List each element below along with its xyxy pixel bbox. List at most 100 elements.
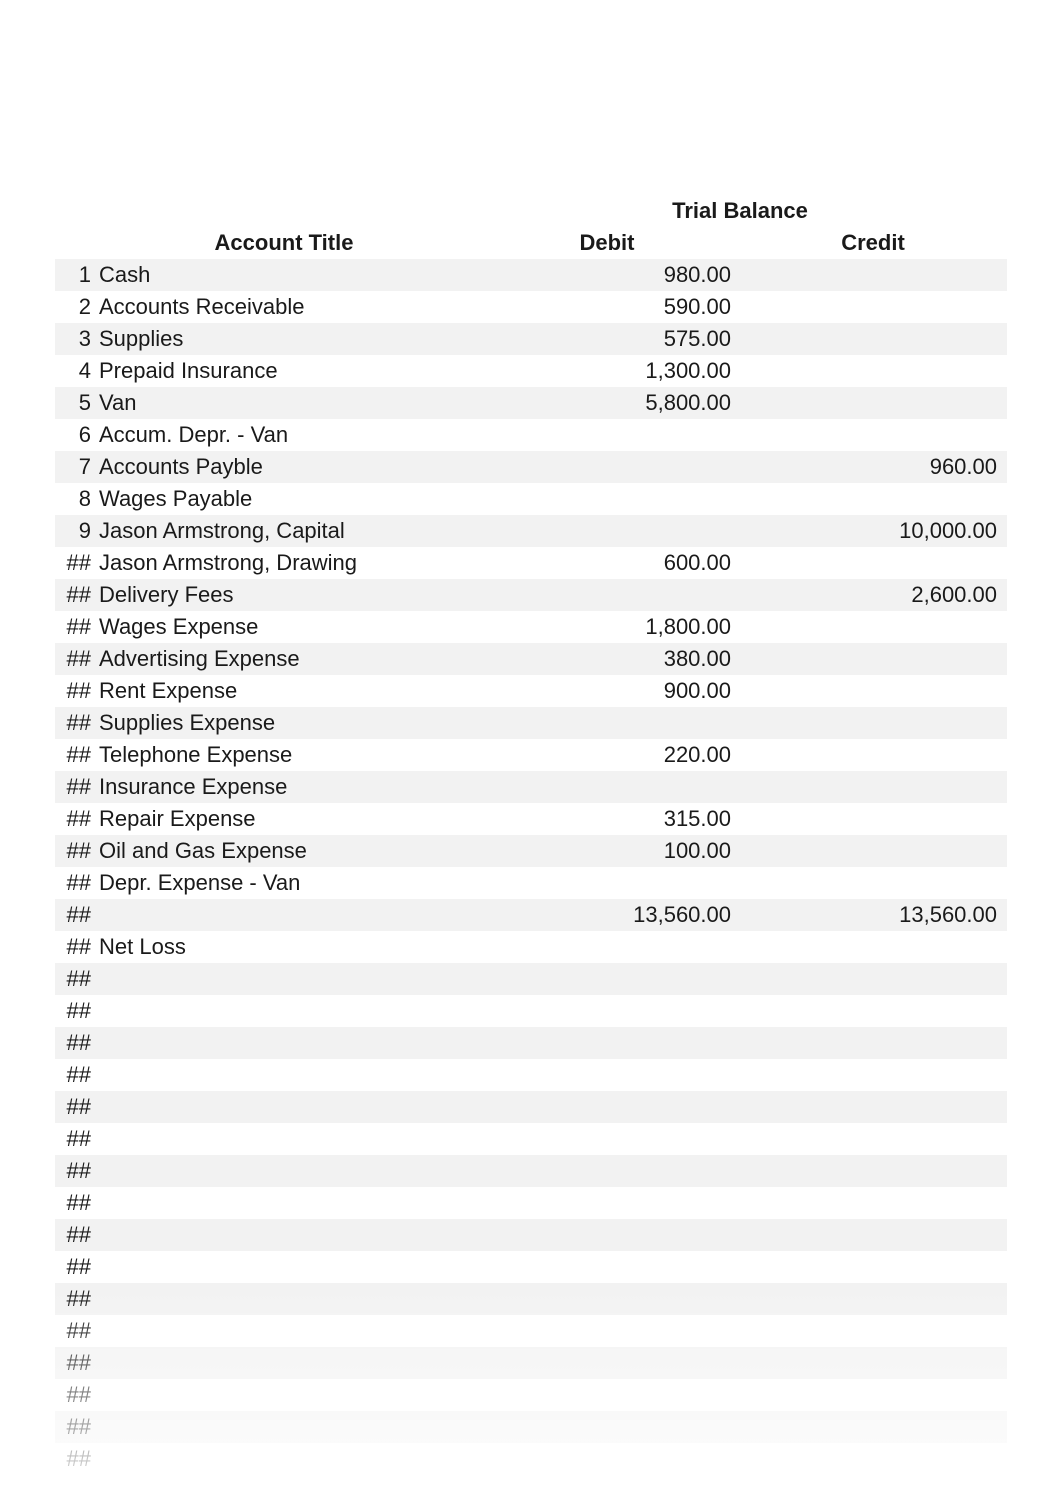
credit-cell: [741, 1283, 1007, 1315]
credit-cell: [741, 675, 1007, 707]
account-title-cell: Oil and Gas Expense: [95, 835, 475, 867]
table-row: ##: [55, 1315, 1007, 1347]
row-number: ##: [55, 611, 95, 643]
credit-cell: [741, 1443, 1007, 1475]
credit-cell: [741, 259, 1007, 291]
credit-cell: [741, 1315, 1007, 1347]
account-title-cell: [95, 1219, 475, 1251]
credit-cell: [741, 1123, 1007, 1155]
credit-cell: 960.00: [741, 451, 1007, 483]
row-number: 3: [55, 323, 95, 355]
account-title-cell: Rent Expense: [95, 675, 475, 707]
row-number: 6: [55, 419, 95, 451]
account-title-cell: [95, 1059, 475, 1091]
table-row: ##: [55, 1027, 1007, 1059]
table-row: ##: [55, 1187, 1007, 1219]
debit-cell: [475, 515, 741, 547]
row-number: 2: [55, 291, 95, 323]
debit-cell: [475, 451, 741, 483]
debit-cell: [475, 1379, 741, 1411]
debit-cell: 5,800.00: [475, 387, 741, 419]
credit-cell: [741, 355, 1007, 387]
account-title-cell: [95, 1187, 475, 1219]
debit-cell: [475, 867, 741, 899]
account-title-cell: Repair Expense: [95, 803, 475, 835]
row-number: ##: [55, 675, 95, 707]
credit-cell: [741, 387, 1007, 419]
row-number: ##: [55, 1379, 95, 1411]
account-title-cell: [95, 1283, 475, 1315]
row-number: ##: [55, 1187, 95, 1219]
credit-cell: [741, 803, 1007, 835]
row-number: ##: [55, 931, 95, 963]
row-number: ##: [55, 1155, 95, 1187]
credit-cell: [741, 323, 1007, 355]
debit-cell: 590.00: [475, 291, 741, 323]
account-title-cell: [95, 1379, 475, 1411]
account-title-cell: [95, 963, 475, 995]
debit-cell: [475, 1411, 741, 1443]
credit-cell: [741, 739, 1007, 771]
account-title-cell: [95, 899, 475, 931]
row-number: ##: [55, 1283, 95, 1315]
account-title-cell: Wages Payable: [95, 483, 475, 515]
debit-cell: [475, 1123, 741, 1155]
row-number: ##: [55, 899, 95, 931]
row-number: ##: [55, 1123, 95, 1155]
account-title-cell: [95, 1315, 475, 1347]
debit-cell: [475, 963, 741, 995]
trial-balance-table: Trial Balance Account Title Debit Credit…: [55, 195, 1007, 1475]
credit-cell: [741, 835, 1007, 867]
debit-cell: [475, 1251, 741, 1283]
account-title-cell: Telephone Expense: [95, 739, 475, 771]
account-title-cell: Cash: [95, 259, 475, 291]
row-number: ##: [55, 995, 95, 1027]
credit-cell: [741, 291, 1007, 323]
row-number: ##: [55, 547, 95, 579]
trial-balance-sheet: Trial Balance Account Title Debit Credit…: [55, 195, 1007, 1475]
row-number: ##: [55, 643, 95, 675]
table-row: ##Telephone Expense220.00: [55, 739, 1007, 771]
debit-cell: [475, 1443, 741, 1475]
credit-cell: [741, 547, 1007, 579]
table-row: ##Repair Expense315.00: [55, 803, 1007, 835]
row-number: 9: [55, 515, 95, 547]
header-rownum: [55, 227, 95, 259]
credit-cell: [741, 1379, 1007, 1411]
table-row: 9Jason Armstrong, Capital10,000.00: [55, 515, 1007, 547]
table-row: ##: [55, 995, 1007, 1027]
table-row: ##Depr. Expense - Van: [55, 867, 1007, 899]
row-number: ##: [55, 963, 95, 995]
credit-cell: [741, 1251, 1007, 1283]
credit-cell: [741, 1347, 1007, 1379]
table-row: 5Van5,800.00: [55, 387, 1007, 419]
debit-cell: [475, 995, 741, 1027]
credit-cell: [741, 1187, 1007, 1219]
debit-cell: 980.00: [475, 259, 741, 291]
row-number: 1: [55, 259, 95, 291]
row-number: ##: [55, 835, 95, 867]
table-row: 6Accum. Depr. - Van: [55, 419, 1007, 451]
debit-cell: 315.00: [475, 803, 741, 835]
account-title-cell: Prepaid Insurance: [95, 355, 475, 387]
table-row: ##Delivery Fees2,600.00: [55, 579, 1007, 611]
row-number: ##: [55, 771, 95, 803]
credit-cell: [741, 1411, 1007, 1443]
table-row: ##Oil and Gas Expense100.00: [55, 835, 1007, 867]
account-title-cell: [95, 1123, 475, 1155]
account-title-cell: Advertising Expense: [95, 643, 475, 675]
table-row: ##: [55, 1347, 1007, 1379]
row-number: ##: [55, 803, 95, 835]
table-row: 1Cash980.00: [55, 259, 1007, 291]
table-row: 3Supplies575.00: [55, 323, 1007, 355]
credit-cell: [741, 611, 1007, 643]
table-row: ##: [55, 1283, 1007, 1315]
account-title-cell: Accum. Depr. - Van: [95, 419, 475, 451]
row-number: 7: [55, 451, 95, 483]
credit-cell: [741, 1091, 1007, 1123]
credit-cell: [741, 1155, 1007, 1187]
table-row: ##: [55, 1251, 1007, 1283]
credit-cell: [741, 771, 1007, 803]
debit-cell: [475, 771, 741, 803]
credit-cell: 10,000.00: [741, 515, 1007, 547]
